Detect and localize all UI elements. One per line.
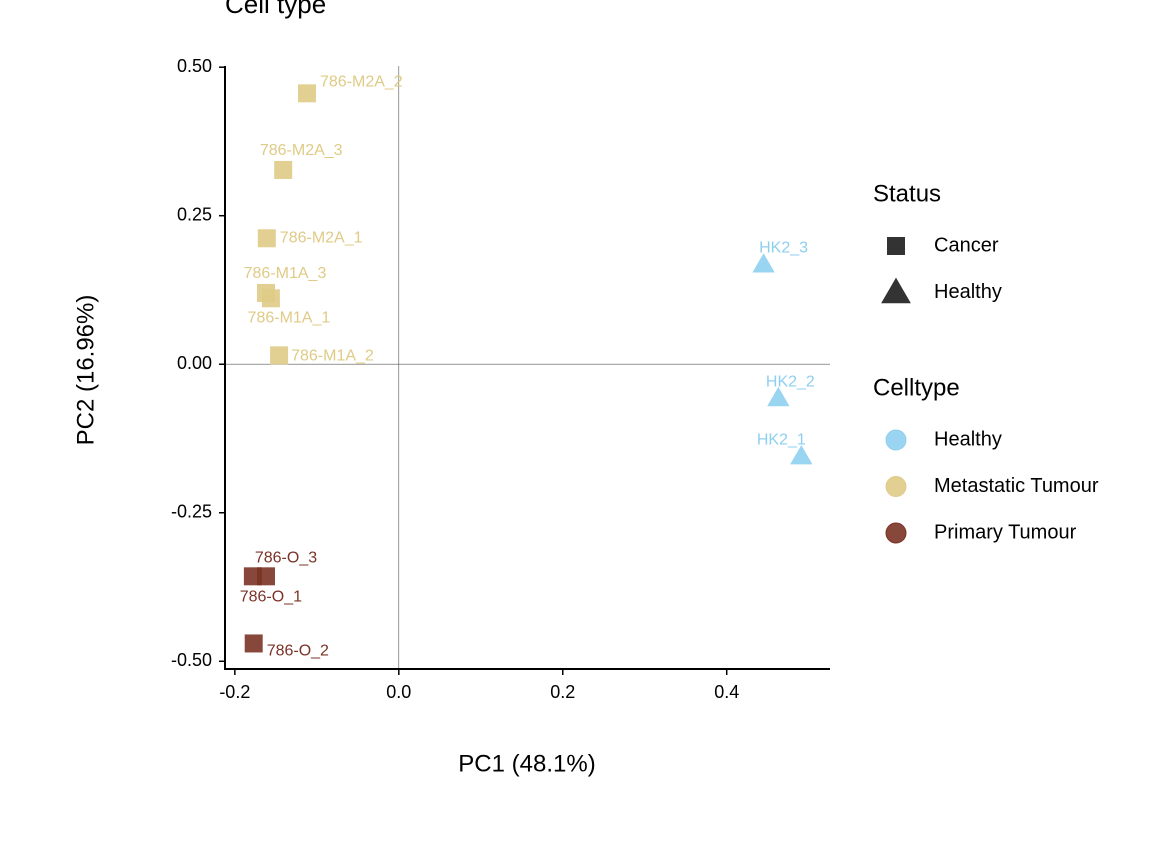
point-label: 786-M2A_3 xyxy=(260,142,343,159)
point xyxy=(767,386,790,407)
y-tick-label: -0.50 xyxy=(171,650,212,670)
y-tick-label: -0.25 xyxy=(171,502,212,522)
point xyxy=(270,346,289,365)
point xyxy=(261,289,280,308)
x-tick-label: -0.2 xyxy=(219,682,250,702)
y-tick-label: 0.50 xyxy=(177,56,212,76)
point-label: HK2_3 xyxy=(759,240,808,257)
point xyxy=(274,160,293,179)
x-tick-label: 0.0 xyxy=(386,682,411,702)
y-tick-label: 0.25 xyxy=(177,204,212,224)
legend-label: Healthy xyxy=(934,281,1002,303)
point xyxy=(244,634,263,653)
legend-label: Cancer xyxy=(934,234,999,256)
y-tick-label: 0.00 xyxy=(177,353,212,373)
x-tick-label: 0.2 xyxy=(550,682,575,702)
point-label: HK2_1 xyxy=(757,432,806,449)
point-label: HK2_2 xyxy=(766,373,815,390)
point xyxy=(790,445,813,465)
legend-label: Healthy xyxy=(934,428,1002,450)
legend-key xyxy=(885,476,907,497)
chart-title: Cell type xyxy=(225,0,326,19)
point-label: 786-O_2 xyxy=(267,643,329,660)
legend-label: Metastatic Tumour xyxy=(934,475,1099,497)
point-label: 786-M1A_1 xyxy=(248,310,331,327)
legend-label: Primary Tumour xyxy=(934,521,1077,543)
point-label: 786-O_1 xyxy=(240,589,302,606)
point xyxy=(752,253,775,273)
point-label: 786-M1A_2 xyxy=(291,348,374,365)
point xyxy=(257,229,276,248)
x-tick-label: 0.4 xyxy=(714,682,739,702)
legend-title: Celltype xyxy=(873,374,960,401)
legend-key xyxy=(887,237,905,255)
point xyxy=(243,567,262,586)
x-axis-title: PC1 (48.1%) xyxy=(458,750,595,777)
legend-key xyxy=(885,522,907,544)
point-label: 786-O_3 xyxy=(255,550,317,567)
point xyxy=(297,84,316,103)
point-label: 786-M2A_1 xyxy=(280,230,363,247)
y-axis-title: PC2 (16.96%) xyxy=(72,295,99,446)
legend-key xyxy=(881,277,911,304)
legend-key xyxy=(885,429,907,451)
point-label: 786-M2A_2 xyxy=(320,74,403,91)
point-label: 786-M1A_3 xyxy=(244,265,327,282)
legend-title: Status xyxy=(873,180,941,207)
